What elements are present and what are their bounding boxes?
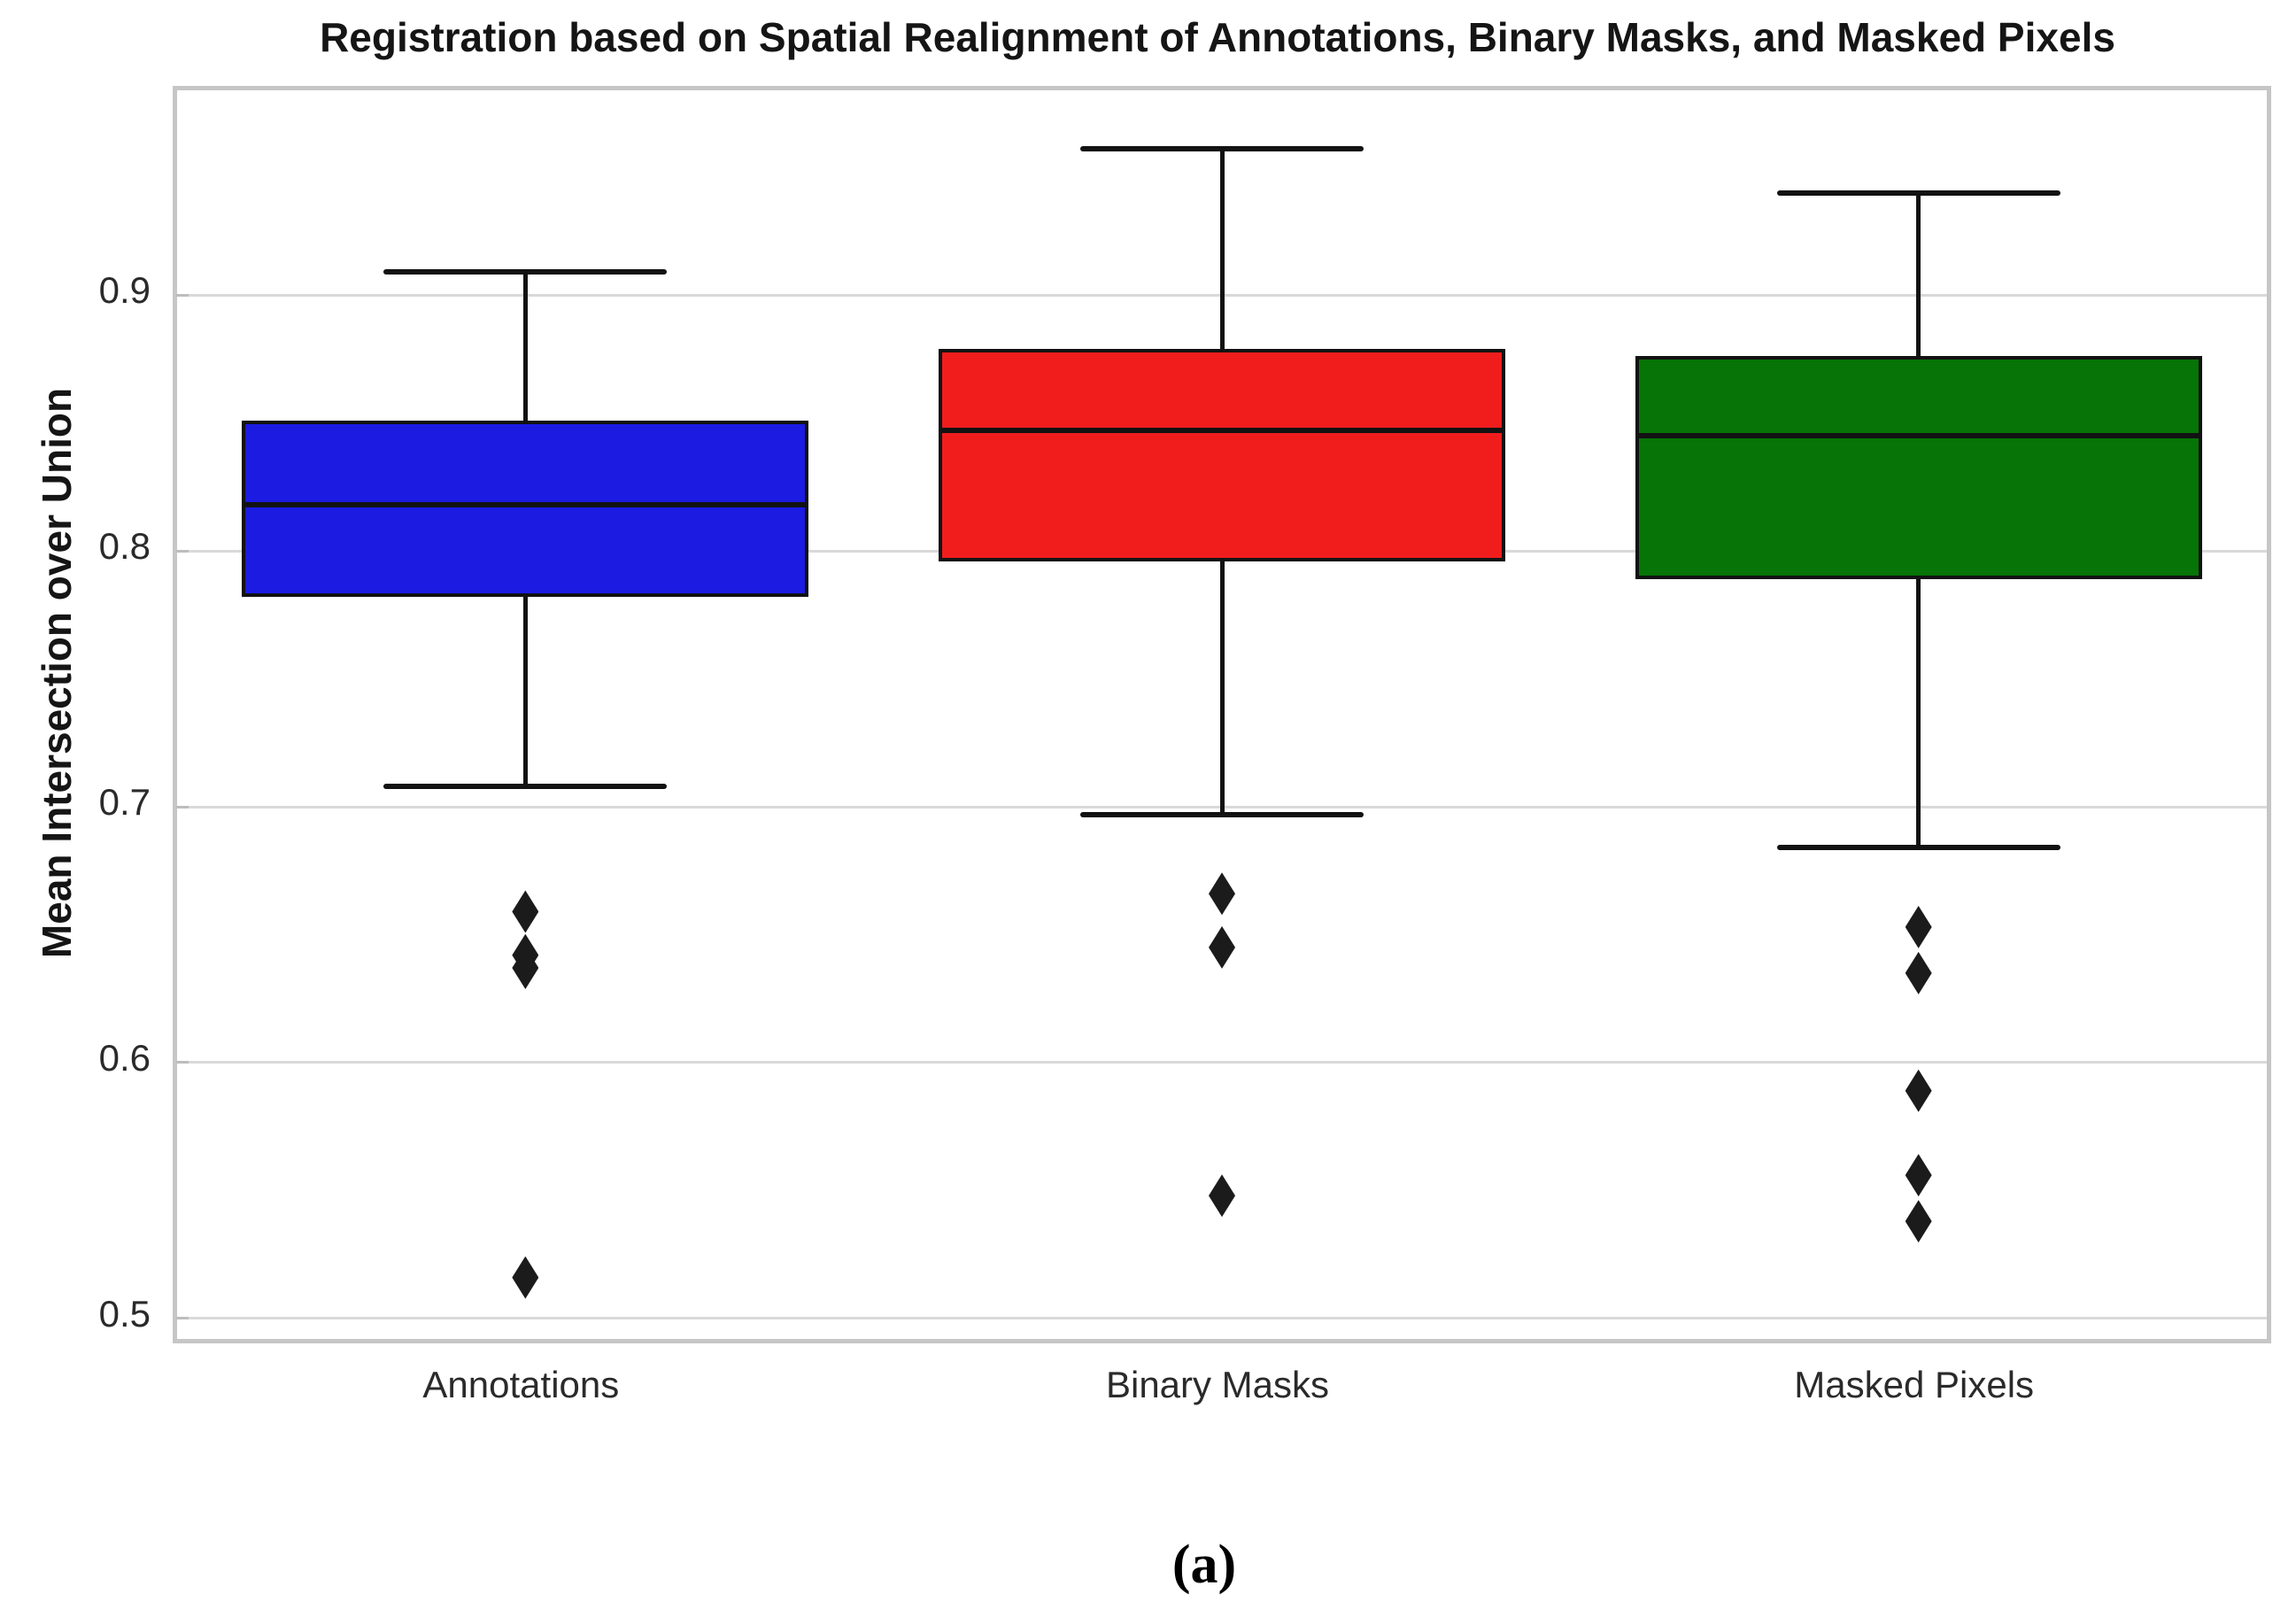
median-binary-masks	[942, 428, 1502, 434]
whisker-cap-high-masked-pixels	[1776, 190, 2060, 196]
y-tick-mark	[176, 805, 189, 808]
y-tick-label: 0.6	[98, 1036, 151, 1079]
whisker-cap-high-binary-masks	[1080, 146, 1364, 152]
whisker-upper-masked-pixels	[1916, 192, 1921, 357]
y-tick-mark	[176, 1317, 189, 1320]
x-tick-label-masked-pixels: Masked Pixels	[1794, 1364, 2035, 1405]
whisker-cap-low-masked-pixels	[1776, 845, 2060, 851]
whisker-cap-high-annotations	[383, 269, 668, 275]
whisker-lower-binary-masks	[1219, 561, 1225, 815]
outlier-masked-pixels	[1905, 905, 1932, 948]
outlier-annotations	[512, 1256, 539, 1299]
x-tick-label-binary-masks: Binary Masks	[1105, 1364, 1330, 1405]
whisker-upper-annotations	[522, 272, 528, 421]
x-tick-label-annotations: Annotations	[422, 1364, 620, 1405]
outlier-binary-masks	[1209, 872, 1235, 916]
gridline	[177, 1061, 2267, 1064]
outlier-masked-pixels	[1905, 1200, 1932, 1243]
y-tick-mark	[176, 1061, 189, 1064]
outlier-masked-pixels	[1905, 951, 1932, 994]
whisker-cap-low-binary-masks	[1080, 811, 1364, 817]
subfigure-caption: (a)	[1171, 1535, 1237, 1595]
y-tick-label: 0.8	[98, 525, 151, 568]
whisker-cap-low-annotations	[383, 783, 668, 789]
chart-title: Registration based on Spatial Realignmen…	[320, 14, 2115, 60]
outlier-masked-pixels	[1905, 1154, 1932, 1197]
y-tick-label: 0.9	[98, 269, 151, 312]
outlier-masked-pixels	[1905, 1069, 1932, 1112]
box-annotations	[242, 420, 809, 598]
box-binary-masks	[939, 348, 1505, 561]
y-axis-label: Mean Intersection over Union	[34, 387, 80, 959]
whisker-lower-annotations	[522, 597, 528, 786]
whisker-lower-masked-pixels	[1916, 578, 1921, 848]
gridline	[177, 1317, 2267, 1320]
y-tick-label: 0.7	[98, 781, 151, 824]
whisker-upper-binary-masks	[1219, 149, 1225, 349]
median-annotations	[245, 502, 806, 508]
outlier-binary-masks	[1209, 1174, 1235, 1218]
y-tick-label: 0.5	[98, 1292, 151, 1335]
outlier-binary-masks	[1209, 925, 1235, 969]
outlier-annotations	[512, 890, 539, 933]
box-masked-pixels	[1635, 356, 2202, 579]
plot-area	[173, 86, 2271, 1343]
median-masked-pixels	[1638, 433, 2199, 439]
y-tick-mark	[176, 293, 189, 297]
y-tick-mark	[176, 549, 189, 553]
